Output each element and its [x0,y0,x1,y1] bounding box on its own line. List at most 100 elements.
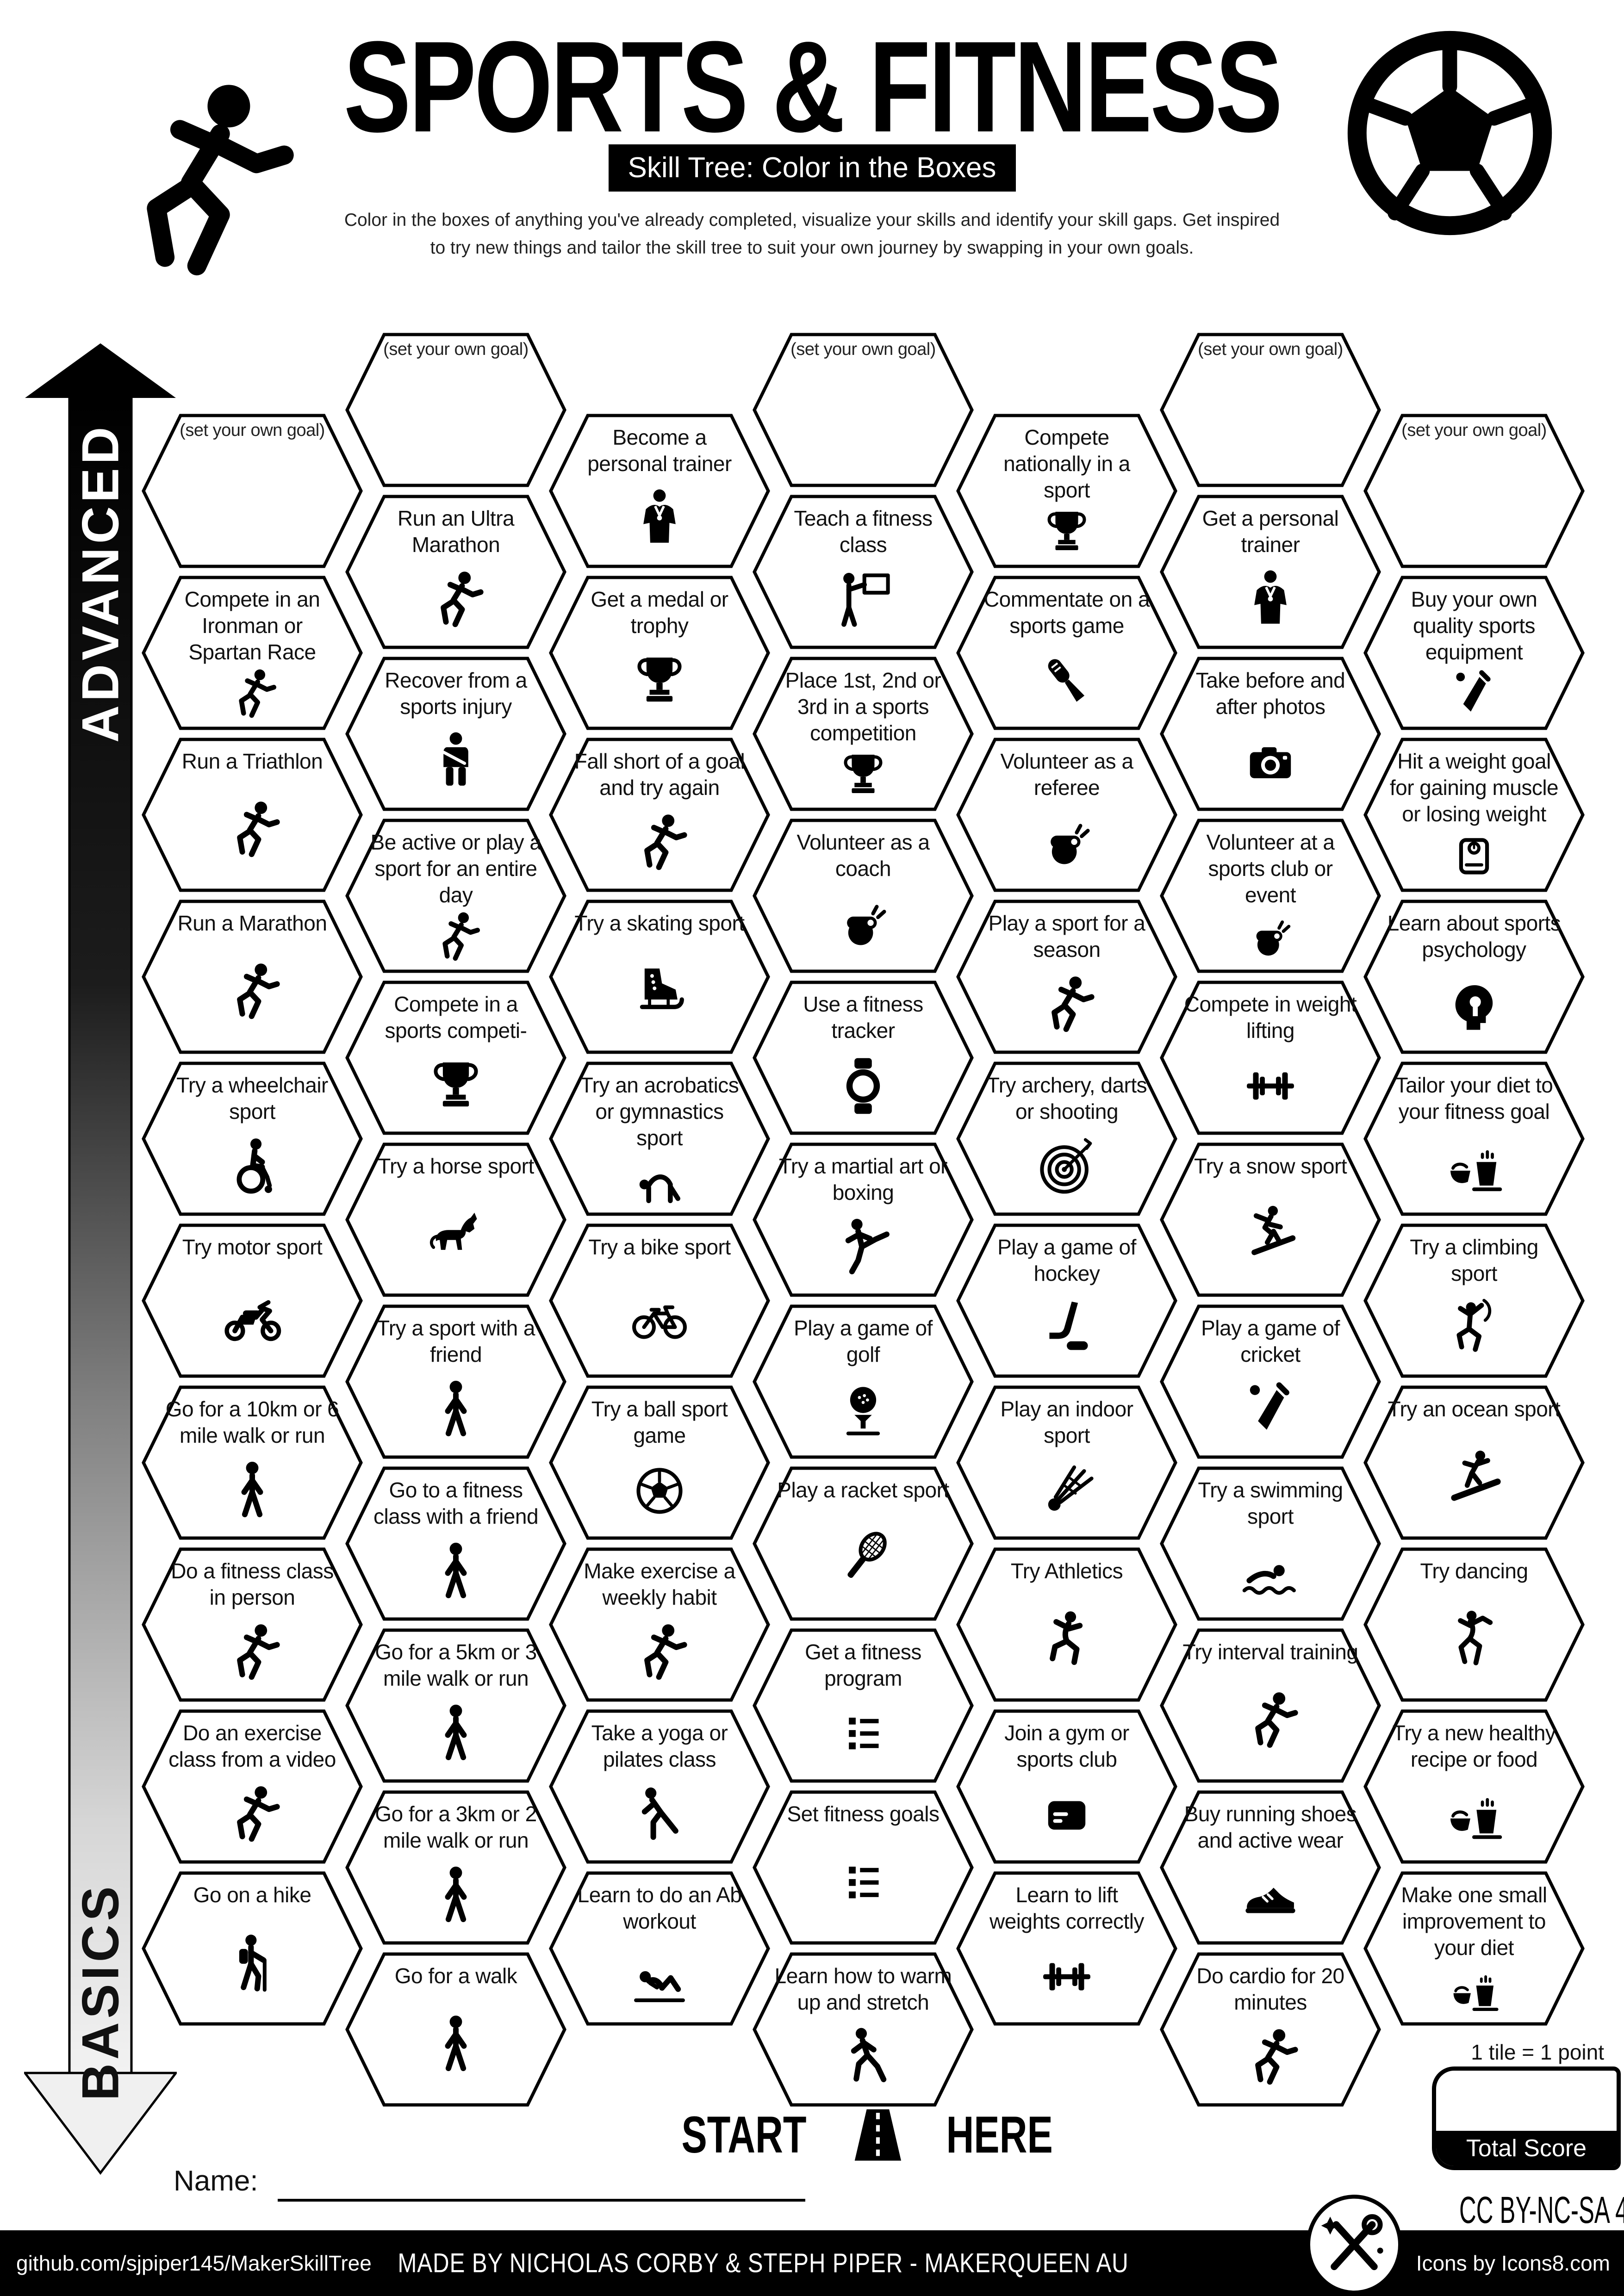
hex-tile-label: Make one small improvement to your diet [1401,1883,1547,1960]
runner-icon [208,961,296,1023]
runner-icon [1023,974,1111,1036]
hex-tile[interactable]: Hit a weight goal for gaining muscle or … [1363,737,1585,893]
hex-tile[interactable]: Take a yoga or pilates class [548,1709,771,1864]
footer-icons8-credit[interactable]: Icons by Icons8.com [1416,2251,1610,2275]
hex-tile[interactable]: Go for a 10km or 6 mile walk or run [141,1385,363,1540]
hex-tile[interactable]: Try interval training [1159,1628,1381,1783]
hex-tile[interactable]: Recover from a sports injury [345,656,567,812]
hex-tile-label: Try a climbing sport [1410,1235,1538,1286]
hex-tile[interactable]: Learn how to warm up and stretch [752,1952,974,2107]
hex-tile[interactable]: Try a sport with a friend [345,1304,567,1459]
total-score-box: Total Score [1432,2066,1621,2170]
hex-tile[interactable]: Try dancing [1363,1547,1585,1702]
microphone-icon [1023,650,1111,712]
hex-tile[interactable]: Try a skating sport [548,899,771,1055]
hex-tile[interactable]: Learn to do an Ab workout [548,1871,771,2026]
hex-tile[interactable]: Place 1st, 2nd or 3rd in a sports compet… [752,656,974,812]
hex-tile[interactable]: Go for a walk [345,1952,567,2107]
hex-tile[interactable]: Try a horse sport [345,1142,567,1297]
hex-tile[interactable]: Go on a hike [141,1871,363,2026]
hex-tile[interactable]: Volunteer at a sports club or event [1159,818,1381,974]
hex-tile[interactable]: Play an indoor sport [956,1385,1178,1540]
hex-tile[interactable]: Go to a fitness class with a friend [345,1466,567,1621]
hex-tile[interactable]: Become a personal trainer [548,413,771,569]
road-icon [840,2106,915,2164]
hex-tile[interactable]: Learn about sports psychology [1363,899,1585,1055]
hex-tile[interactable]: Commentate on a sports game [956,575,1178,731]
hex-tile[interactable]: Volunteer as a referee [956,737,1178,893]
hex-tile[interactable]: Do a fitness class in person [141,1547,363,1702]
name-input-line[interactable] [278,2199,805,2202]
hex-tile[interactable]: Buy your own quality sports equipment [1363,575,1585,731]
hex-tile[interactable]: Take before and after photos [1159,656,1381,812]
hex-tile-label: Set fitness goals [787,1802,940,1826]
hex-tile[interactable]: Try an acrobatics or gymnastics sport [548,1061,771,1216]
hex-tile[interactable]: Go for a 3km or 2 mile walk or run [345,1790,567,1945]
hex-tile[interactable]: (set your own goal) [1159,332,1381,488]
hex-tile[interactable]: Fall short of a goal and try again [548,737,771,893]
hex-tile[interactable]: Compete in an Ironman or Spartan Race [141,575,363,731]
hex-tile[interactable]: Compete nationally in a sport [956,413,1178,569]
hex-tile[interactable]: Do an exercise class from a video [141,1709,363,1864]
hex-tile[interactable]: Try a bike sport [548,1223,771,1378]
trophy-icon [616,650,703,712]
hex-tile-label: (set your own goal) [1401,421,1547,440]
yoga-icon [616,1784,703,1846]
surfer-icon [1430,1447,1518,1509]
hex-tile[interactable]: Teach a fitness class [752,494,974,650]
hex-tile[interactable]: Play a game of hockey [956,1223,1178,1378]
hex-tile[interactable]: Play a sport for a season [956,899,1178,1055]
hex-tile[interactable]: Get a personal trainer [1159,494,1381,650]
hex-tile[interactable]: Learn to lift weights correctly [956,1871,1178,2026]
hexagon-shape [1160,1304,1381,1459]
hex-tile[interactable]: Try a ball sport game [548,1385,771,1540]
hex-tile[interactable]: Run a Marathon [141,899,363,1055]
hexagon-shape [1363,1709,1585,1864]
hex-tile[interactable]: Play a racket sport [752,1466,974,1621]
hex-tile[interactable]: Compete in weight lifting [1159,980,1381,1136]
footer-github-link[interactable]: github.com/sjpiper145/MakerSkillTree [16,2251,372,2275]
hex-tile-label: Take before and after photos [1195,668,1345,719]
hex-tile[interactable]: Set fitness goals [752,1790,974,1945]
hex-tile[interactable]: Try a new healthy recipe or food [1363,1709,1585,1864]
hex-tile[interactable]: Be active or play a sport for an entire … [345,818,567,974]
hex-tile[interactable]: Join a gym or sports club [956,1709,1178,1864]
hex-tile-label: Try dancing [1420,1559,1528,1583]
hex-tile[interactable]: Run a Triathlon [141,737,363,893]
hex-tile[interactable]: Try an ocean sport [1363,1385,1585,1540]
hex-tile[interactable]: Try a snow sport [1159,1142,1381,1297]
hexagon-shape [549,738,770,892]
hexagon-shape [956,1061,1177,1216]
hexagon-shape [753,980,974,1135]
hex-tile[interactable]: Get a medal or trophy [548,575,771,731]
hex-tile[interactable]: Get a fitness program [752,1628,974,1783]
hex-tile[interactable]: Make one small improvement to your diet [1363,1871,1585,2026]
hex-tile[interactable]: Go for a 5km or 3 mile walk or run [345,1628,567,1783]
hex-tile[interactable]: Compete in a sports competi- [345,980,567,1136]
hex-tile[interactable]: Buy running shoes and active wear [1159,1790,1381,1945]
hex-tile[interactable]: Try a martial art or boxing [752,1142,974,1297]
hex-tile[interactable]: Do cardio for 20 minutes [1159,1952,1381,2107]
hex-tile[interactable]: (set your own goal) [345,332,567,488]
hexagon-shape [1160,333,1381,487]
hex-tile-label: Buy running shoes and active wear [1184,1802,1357,1853]
hex-tile-label: Try an ocean sport [1388,1397,1561,1421]
hex-tile[interactable]: Try a swimming sport [1159,1466,1381,1621]
hex-tile[interactable]: Tailor your diet to your fitness goal [1363,1061,1585,1216]
hex-tile[interactable]: Try a wheelchair sport [141,1061,363,1216]
hex-tile[interactable]: Play a game of cricket [1159,1304,1381,1459]
hex-tile[interactable]: Try motor sport [141,1223,363,1378]
hex-tile[interactable]: Use a fitness tracker [752,980,974,1136]
hex-tile[interactable]: Run an Ultra Marathon [345,494,567,650]
hex-tile[interactable]: Play a game of golf [752,1304,974,1459]
hex-tile[interactable]: (set your own goal) [752,332,974,488]
hex-tile[interactable]: Try archery, darts or shooting [956,1061,1178,1216]
hex-tile[interactable]: Try a climbing sport [1363,1223,1585,1378]
total-score-value-box[interactable] [1436,2071,1617,2131]
hex-tile[interactable]: (set your own goal) [1363,413,1585,569]
hex-tile[interactable]: Volunteer as a coach [752,818,974,974]
hex-tile[interactable]: (set your own goal) [141,413,363,569]
hex-tile[interactable]: Try Athletics [956,1547,1178,1702]
hex-tile[interactable]: Make exercise a weekly habit [548,1547,771,1702]
hexagon-shape [956,900,1177,1054]
